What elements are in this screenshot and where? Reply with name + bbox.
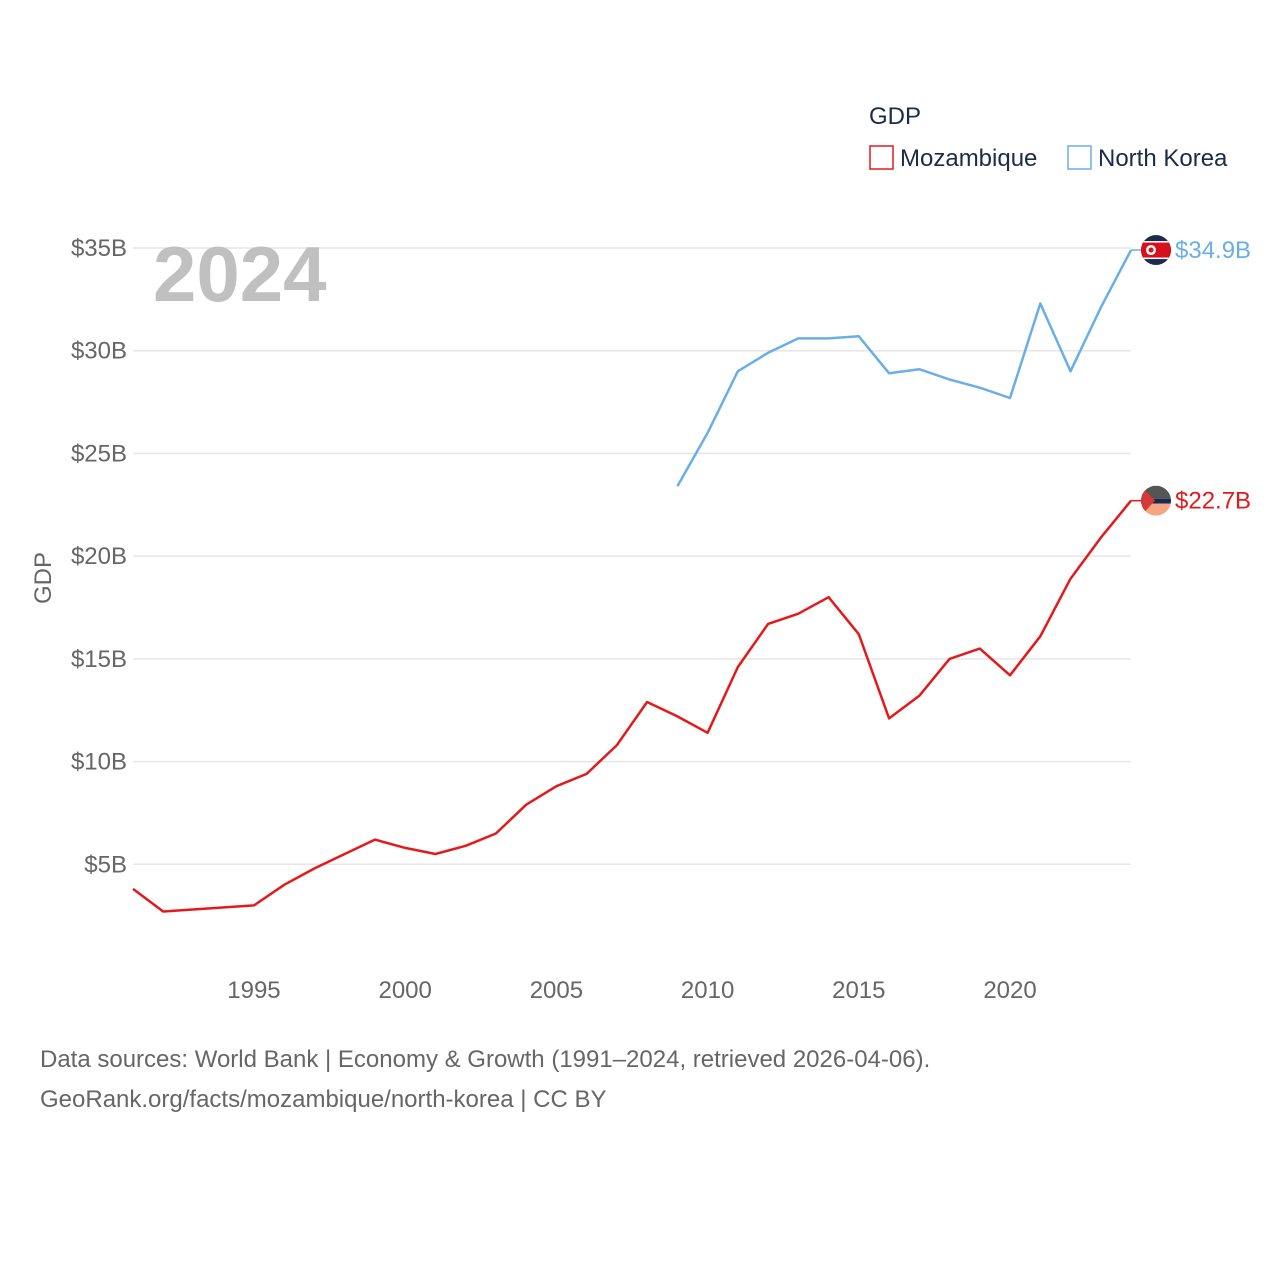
y-tick-label: $5B	[84, 851, 127, 878]
y-tick-label: $10B	[71, 749, 127, 776]
y-tick-label: $35B	[71, 235, 127, 262]
y-tick-label: $15B	[71, 646, 127, 673]
legend-swatch	[869, 145, 894, 170]
series-north-korea: $34.9B	[676, 235, 1251, 487]
y-tick-label: $25B	[71, 440, 127, 467]
chart: $5B $10B $15B $20B $25B $30B $35B 1995 2000 2005…	[30, 103, 1251, 1004]
flag-icon-north-korea	[1141, 235, 1171, 266]
year-label: 2024	[153, 230, 327, 318]
grid-lines	[133, 247, 1131, 866]
end-value-label-mozambique: $22.7B	[1175, 488, 1251, 515]
x-tick-label: 2000	[378, 977, 431, 1004]
legend: GDP Mozambique North Korea	[869, 103, 1228, 172]
y-tick-label: $30B	[71, 338, 127, 365]
legend-swatch	[1067, 145, 1092, 170]
legend-label: Mozambique	[900, 145, 1037, 172]
series-layer: $22.7B $34.9B	[132, 235, 1251, 913]
legend-label: North Korea	[1098, 145, 1228, 172]
x-tick-label: 2020	[983, 977, 1036, 1004]
legend-item-north-korea[interactable]: North Korea	[1067, 145, 1228, 172]
data-sources-text: Data sources: World Bank | Economy & Gro…	[40, 1046, 931, 1073]
series-mozambique: $22.7B	[132, 485, 1251, 913]
source-url-text[interactable]: GeoRank.org/facts/mozambique/north-korea…	[40, 1086, 607, 1113]
series-line-mozambique	[132, 499, 1132, 913]
end-value-label-north-korea: $34.9B	[1175, 237, 1251, 264]
legend-item-mozambique[interactable]: Mozambique	[869, 145, 1037, 172]
flag-icon-mozambique	[1141, 485, 1171, 516]
series-line-north-korea	[676, 249, 1133, 487]
x-tick-label: 2015	[832, 977, 885, 1004]
y-tick-label: $20B	[71, 543, 127, 570]
footer: Data sources: World Bank | Economy & Gro…	[40, 1040, 930, 1120]
x-tick-label: 2005	[530, 977, 583, 1004]
legend-title: GDP	[869, 103, 921, 130]
x-tick-label: 1995	[227, 977, 280, 1004]
y-axis-label: GDP	[30, 552, 57, 604]
y-axis-ticks: $5B $10B $15B $20B $25B $30B $35B	[71, 235, 127, 878]
x-tick-label: 2010	[681, 977, 734, 1004]
x-axis-ticks: 1995 2000 2005 2010 2015 2020	[227, 977, 1036, 1004]
